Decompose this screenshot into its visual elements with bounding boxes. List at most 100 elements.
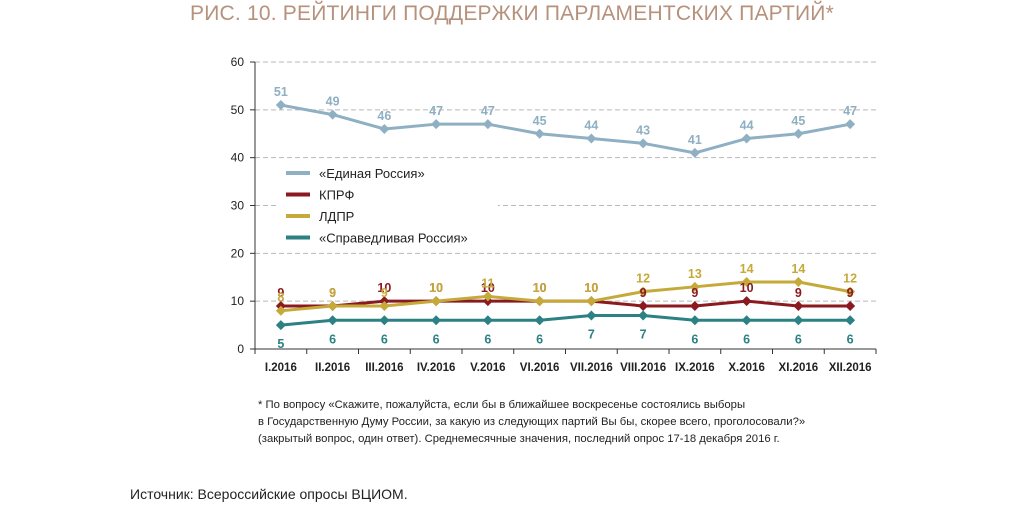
data-point: [482, 315, 493, 326]
data-label: 44: [584, 119, 598, 133]
data-point: [586, 310, 597, 321]
data-label: 13: [688, 267, 702, 281]
data-label: 47: [481, 104, 495, 118]
legend-background: [278, 160, 498, 251]
data-point: [534, 128, 545, 139]
data-label: 12: [843, 272, 857, 286]
data-point: [586, 296, 597, 307]
data-point: [482, 119, 493, 130]
line-chart: 0 10 20 30 40 50 60 I.2016 II.2016 III.2016 IV.201…: [231, 55, 877, 374]
data-label: 12: [636, 272, 650, 286]
data-label: 10: [584, 281, 598, 295]
data-label: 10: [429, 281, 443, 295]
y-tick-label: 60: [231, 55, 245, 69]
data-point: [741, 133, 752, 144]
y-tick-label: 30: [231, 199, 245, 213]
y-tick-label: 40: [231, 151, 245, 165]
data-label: 6: [381, 332, 388, 346]
data-point: [379, 315, 390, 326]
data-point: [638, 138, 649, 149]
data-label: 45: [791, 114, 805, 128]
data-label: 6: [743, 332, 750, 346]
data-label: 8: [277, 291, 284, 305]
x-tick-label: IX.2016: [675, 362, 715, 374]
data-label: 9: [640, 286, 647, 300]
data-label: 9: [381, 286, 388, 300]
x-tick-label: II.2016: [315, 362, 350, 374]
data-point: [327, 300, 338, 311]
legend-label: «Единая Россия»: [319, 166, 425, 181]
data-point: [793, 277, 804, 288]
data-point: [741, 315, 752, 326]
x-tick-label: VII.2016: [570, 362, 613, 374]
x-tick-label: XII.2016: [829, 362, 872, 374]
data-label: 6: [433, 332, 440, 346]
y-tick-label: 50: [231, 103, 245, 117]
data-label: 10: [429, 281, 443, 295]
legend-label: «Справедливая Россия»: [319, 231, 468, 246]
data-point: [431, 315, 442, 326]
data-point: [845, 119, 856, 130]
data-label: 47: [843, 104, 857, 118]
data-point: [327, 315, 338, 326]
series-line: [280, 314, 851, 327]
data-point: [586, 133, 597, 144]
x-tick-label: V.2016: [470, 362, 505, 374]
x-tick-label: X.2016: [728, 362, 764, 374]
data-label: 10: [533, 281, 547, 295]
data-label: 10: [377, 281, 391, 295]
legend-label: ЛДПР: [319, 209, 354, 224]
data-label: 10: [533, 281, 547, 295]
data-point: [689, 300, 700, 311]
data-point: [534, 315, 545, 326]
data-label: 7: [640, 328, 647, 342]
data-point: [638, 286, 649, 297]
legend-label: КПРФ: [319, 188, 354, 203]
x-tick-label: I.2016: [265, 362, 297, 374]
data-label: 51: [274, 85, 288, 99]
data-label: 9: [691, 286, 698, 300]
source-text: Источник: Всероссийские опросы ВЦИОМ.: [130, 486, 408, 502]
data-label: 41: [688, 133, 702, 147]
data-point: [741, 277, 752, 288]
data-point: [431, 296, 442, 307]
data-label: 6: [795, 332, 802, 346]
footnote: * По вопросу «Скажите, пожалуйста, если …: [258, 397, 898, 448]
data-label: 9: [277, 286, 284, 300]
x-tick-label: VIII.2016: [620, 362, 666, 374]
data-point: [793, 128, 804, 139]
data-label: 6: [847, 332, 854, 346]
data-label: 9: [847, 286, 854, 300]
footnote-line: в Государственную Думу России, за какую …: [258, 416, 806, 428]
x-tick-label: XI.2016: [779, 362, 819, 374]
data-label: 43: [636, 123, 650, 137]
data-point: [431, 119, 442, 130]
x-tick-label: IV.2016: [417, 362, 456, 374]
data-point: [275, 305, 286, 316]
data-point: [638, 310, 649, 321]
data-label: 6: [691, 332, 698, 346]
data-label: 10: [584, 281, 598, 295]
data-label: 49: [326, 95, 340, 109]
data-label: 9: [329, 286, 336, 300]
series-line: [280, 280, 851, 313]
data-point: [379, 300, 390, 311]
data-label: 6: [484, 332, 491, 346]
data-point: [534, 296, 545, 307]
data-label: 46: [377, 109, 391, 123]
data-point: [275, 320, 286, 331]
data-label: 47: [429, 104, 443, 118]
chart-title: РИС. 10. РЕЙТИНГИ ПОДДЕРЖКИ ПАРЛАМЕНТСКИ…: [190, 2, 834, 25]
series-line: [280, 103, 851, 155]
data-point: [845, 300, 856, 311]
y-tick-label: 20: [231, 246, 245, 260]
data-point: [793, 315, 804, 326]
data-label: 6: [536, 332, 543, 346]
data-point: [482, 291, 493, 302]
footnote-line: (закрытый вопрос, один ответ). Среднемес…: [258, 433, 780, 445]
data-point: [793, 300, 804, 311]
data-label: 11: [481, 276, 494, 290]
data-label: 7: [588, 328, 595, 342]
data-point: [638, 300, 649, 311]
